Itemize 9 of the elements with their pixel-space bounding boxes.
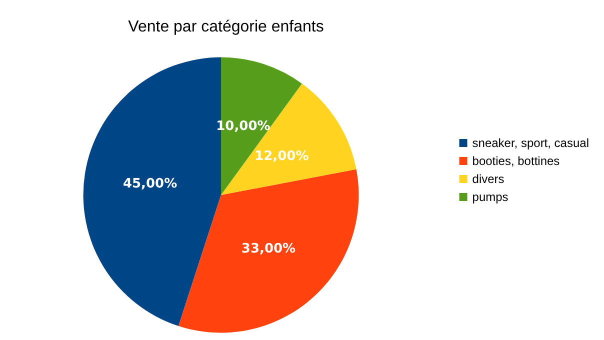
legend-label: booties, bottines — [472, 154, 560, 168]
legend-label: divers — [472, 172, 504, 186]
data-label: 33,00% — [241, 241, 296, 256]
legend-label: sneaker, sport, casual — [472, 136, 590, 150]
legend-label: pumps — [472, 190, 508, 204]
data-label: 12,00% — [254, 149, 309, 164]
chart-title: Vente par catégorie enfants — [128, 18, 324, 36]
data-label: 45,00% — [122, 176, 178, 192]
data-label: 10,00% — [216, 119, 270, 134]
